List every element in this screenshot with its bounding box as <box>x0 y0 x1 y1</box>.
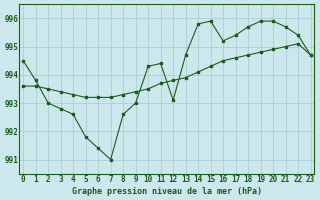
X-axis label: Graphe pression niveau de la mer (hPa): Graphe pression niveau de la mer (hPa) <box>72 187 262 196</box>
